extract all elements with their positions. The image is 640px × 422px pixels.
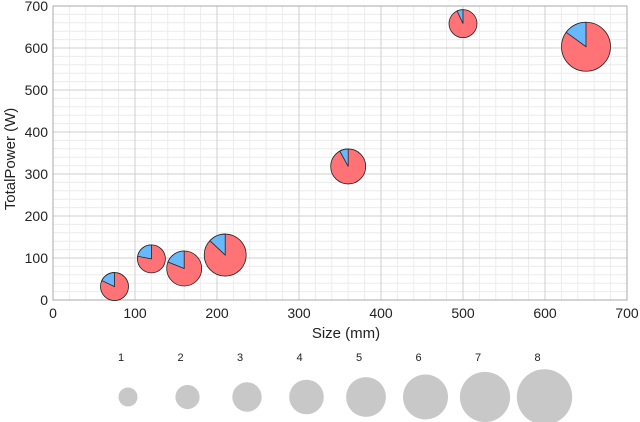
pie-marker: [448, 9, 478, 39]
pie-slice-share: [137, 244, 152, 260]
pie-slice-share: [565, 21, 587, 48]
plot-frame: [52, 5, 628, 301]
size-legend-label: 8: [534, 352, 540, 364]
size-legend-label: 2: [177, 352, 183, 364]
x-axis-title: Size (mm): [312, 325, 380, 342]
y-tick-label: 300: [25, 166, 49, 182]
size-legend-circle: [118, 387, 138, 407]
size-legend-label: 5: [356, 352, 362, 364]
grid: [52, 5, 628, 301]
size-legend-label: 3: [237, 352, 243, 364]
x-tick-label: 0: [49, 305, 57, 321]
x-tick-label: 600: [533, 305, 557, 321]
pie-slice-share: [456, 9, 464, 24]
axis-ticks: 0 100 200 300 400 500 600 700 0 100 200 300 400 500 60…: [25, 0, 639, 321]
x-tick-label: 200: [205, 305, 229, 321]
pie-marker: [203, 233, 247, 277]
y-tick-label: 700: [25, 0, 49, 14]
pie-marker: [136, 244, 166, 274]
pie-marker: [561, 21, 611, 72]
size-legend: 1 2 3 4 5 6 7 8: [118, 352, 573, 422]
x-tick-label: 500: [451, 305, 475, 321]
pie-slice-share: [101, 272, 115, 288]
x-tick-label: 400: [369, 305, 393, 321]
data-points: [100, 9, 611, 301]
pie-slice-share: [209, 233, 226, 256]
y-axis-title: TotalPower (W): [2, 108, 19, 211]
size-legend-label: 6: [415, 352, 421, 364]
size-legend-label: 7: [475, 352, 481, 364]
y-tick-label: 500: [25, 82, 49, 98]
pie-slice-share: [339, 148, 349, 167]
pie-marker: [330, 148, 367, 185]
x-tick-label: 300: [287, 305, 311, 321]
size-legend-circle: [516, 369, 573, 422]
size-legend-label: 1: [118, 352, 124, 364]
pie-marker: [100, 272, 129, 301]
y-tick-label: 600: [25, 40, 49, 56]
size-legend-label: 4: [296, 352, 302, 364]
pie-marker: [166, 250, 203, 287]
size-legend-circle: [232, 382, 262, 412]
size-legend-circle: [459, 371, 511, 422]
y-tick-label: 200: [25, 208, 49, 224]
y-tick-label: 400: [25, 124, 49, 140]
y-tick-label: 100: [25, 250, 49, 266]
size-legend-circle: [346, 377, 386, 417]
pie-slice-share: [167, 250, 185, 270]
size-legend-circle: [403, 374, 448, 420]
y-tick-label: 0: [40, 292, 48, 308]
x-tick-label: 700: [615, 305, 639, 321]
x-tick-label: 100: [123, 305, 147, 321]
size-legend-circle: [289, 379, 324, 415]
size-legend-circle: [175, 384, 200, 410]
